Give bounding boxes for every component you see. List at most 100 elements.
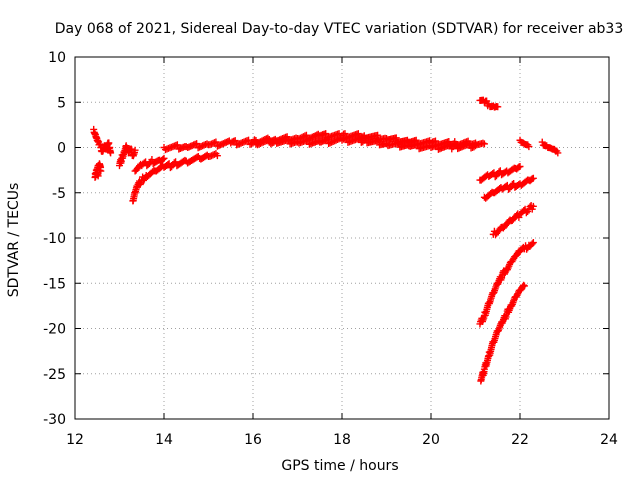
data-point: [519, 283, 527, 291]
data-point: [487, 190, 495, 197]
data-point: [252, 137, 260, 145]
data-point: [505, 217, 513, 225]
data-point: [515, 213, 523, 221]
data-point: [362, 134, 370, 142]
data-point: [466, 140, 474, 148]
data-point: [322, 130, 330, 138]
data-point: [265, 135, 273, 143]
data-point: [356, 134, 364, 142]
y-tick-label: -20: [43, 322, 66, 338]
data-point: [231, 137, 239, 145]
data-point: [245, 136, 253, 144]
axis-ticks: 12 14 16 18 20 22 24 10 5 0 -5 -10 -15 -20 -25 -30: [43, 50, 618, 448]
data-point: [168, 163, 176, 171]
data-point: [149, 168, 157, 176]
data-point: [285, 136, 293, 144]
data-point: [528, 175, 536, 183]
y-tick-label: -5: [52, 186, 66, 202]
series-arc-o: [538, 138, 562, 157]
data-point: [491, 173, 499, 181]
data-point: [193, 140, 201, 148]
data-point: [480, 368, 488, 376]
x-tick-label: 24: [600, 432, 618, 448]
data-point: [448, 145, 456, 153]
data-point: [173, 141, 181, 149]
x-tick-label: 22: [511, 432, 529, 448]
data-point: [131, 148, 139, 156]
data-point: [514, 210, 522, 218]
x-tick-label: 16: [244, 432, 262, 448]
data-point: [323, 135, 331, 143]
data-point: [493, 103, 501, 111]
data-point: [524, 207, 532, 215]
data-point: [527, 241, 535, 249]
data-point: [515, 163, 523, 171]
data-point: [212, 150, 220, 158]
data-point: [212, 138, 220, 146]
data-point: [136, 180, 144, 188]
data-point: [522, 209, 530, 217]
data-point: [498, 274, 506, 282]
x-tick-label: 20: [422, 432, 440, 448]
y-tick-label: -10: [43, 231, 66, 247]
series-arc-a: [90, 125, 115, 157]
data-point: [304, 136, 312, 144]
y-tick-label: 10: [48, 50, 66, 66]
data-point: [433, 141, 441, 149]
y-tick-label: -30: [43, 412, 66, 428]
data-point: [520, 281, 528, 289]
data-point: [452, 140, 460, 148]
data-point: [527, 176, 535, 184]
data-points: [90, 96, 562, 385]
chart-title: Day 068 of 2021, Sidereal Day-to-day VTE…: [55, 21, 624, 37]
data-point: [514, 290, 522, 298]
data-point: [492, 172, 500, 180]
data-point: [193, 153, 201, 161]
data-point: [96, 140, 104, 148]
data-point: [106, 148, 114, 156]
data-point: [342, 134, 350, 142]
data-point: [159, 155, 167, 163]
data-point: [500, 270, 508, 278]
data-point: [158, 156, 166, 164]
x-tick-label: 14: [155, 432, 173, 448]
series-arc-l: [476, 239, 537, 328]
x-tick-label: 18: [333, 432, 351, 448]
data-point: [94, 172, 102, 180]
data-point: [496, 225, 504, 233]
series-arc-j: [480, 174, 537, 202]
data-point: [513, 291, 521, 299]
series-arc-h: [476, 96, 502, 111]
series-arc-b: [91, 160, 105, 181]
data-point: [479, 139, 487, 147]
data-point: [512, 293, 520, 301]
series-arc-d: [131, 154, 168, 175]
data-point: [527, 202, 535, 210]
series-arc-n: [516, 136, 533, 151]
data-point: [374, 136, 382, 144]
data-point: [166, 164, 174, 172]
series-arc-e: [129, 150, 221, 205]
y-axis-label: SDTVAR / TECUs: [6, 183, 22, 298]
series-arc-c: [116, 142, 139, 170]
data-point: [470, 143, 478, 151]
data-point: [528, 205, 536, 213]
x-tick-label: 12: [66, 432, 84, 448]
data-point: [528, 240, 536, 248]
data-point: [553, 147, 561, 155]
series-arc-i: [476, 163, 524, 184]
y-tick-label: 0: [57, 141, 66, 157]
y-tick-label: -15: [43, 276, 66, 292]
data-point: [505, 185, 513, 193]
series-arc-m: [477, 281, 528, 385]
data-point: [506, 184, 514, 192]
data-point: [483, 97, 491, 105]
data-point: [95, 167, 103, 175]
y-tick-label: -25: [43, 367, 66, 383]
data-point: [180, 157, 188, 165]
y-tick-label: 5: [57, 95, 66, 111]
x-axis-label: GPS time / hours: [281, 458, 398, 474]
data-point: [502, 313, 510, 321]
